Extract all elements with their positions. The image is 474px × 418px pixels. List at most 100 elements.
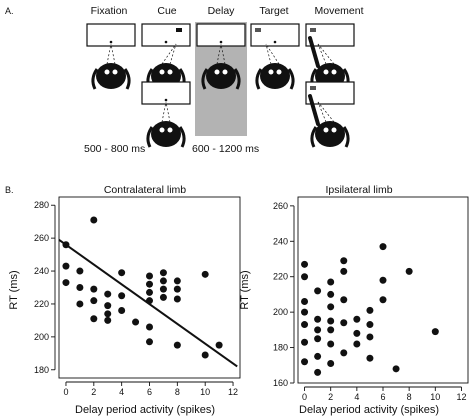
monkey-eye-left xyxy=(104,69,110,75)
data-point xyxy=(159,285,167,293)
gaze-line-right xyxy=(317,101,335,123)
data-point xyxy=(314,287,322,295)
x-tick-label: 8 xyxy=(407,392,412,402)
x-tick-label: 6 xyxy=(380,392,385,402)
data-point xyxy=(340,296,348,304)
data-point xyxy=(392,365,400,373)
target-square xyxy=(310,28,316,32)
data-point xyxy=(76,284,84,291)
y-tick-label: 280 xyxy=(34,200,49,210)
monkey-head xyxy=(151,121,181,147)
data-point xyxy=(327,303,335,311)
gaze-line-right xyxy=(165,101,171,123)
data-point xyxy=(379,243,387,251)
monkey-eye-right xyxy=(276,69,282,75)
y-tick-label: 260 xyxy=(273,201,288,211)
data-point xyxy=(301,308,309,316)
chart1-ylabel: RT (ms) xyxy=(8,270,20,309)
data-point xyxy=(301,338,309,346)
data-point xyxy=(146,272,153,280)
y-tick-label: 260 xyxy=(34,233,49,243)
data-point xyxy=(314,352,322,360)
phase-label-delay: Delay xyxy=(208,5,236,17)
data-point xyxy=(104,310,112,318)
data-point xyxy=(132,318,140,326)
data-point xyxy=(327,317,335,325)
phase-label-target: Target xyxy=(259,5,288,17)
data-point xyxy=(146,280,153,288)
data-point xyxy=(90,285,98,293)
phase-label-movement: Movement xyxy=(314,5,363,17)
data-point xyxy=(159,293,167,301)
data-point xyxy=(173,295,181,303)
data-point xyxy=(301,321,309,329)
x-tick-label: 0 xyxy=(63,387,68,397)
data-point xyxy=(340,349,348,357)
data-point xyxy=(405,267,413,275)
x-tick-label: 4 xyxy=(119,387,124,397)
data-point xyxy=(366,354,374,362)
data-point xyxy=(366,306,374,314)
monkey-eye-right xyxy=(167,127,173,133)
fixation-point xyxy=(219,40,223,44)
data-point xyxy=(379,296,387,304)
gaze-line-right xyxy=(317,43,335,65)
y-tick-label: 220 xyxy=(34,299,49,309)
monkey-scene xyxy=(141,23,191,90)
monkey-arm-left xyxy=(201,68,209,90)
monkey-eye-right xyxy=(112,69,118,75)
x-tick-label: 0 xyxy=(302,392,307,402)
gaze-line-left xyxy=(265,43,272,65)
target-square xyxy=(310,86,316,90)
cue-square xyxy=(176,28,182,32)
monkey-eye-left xyxy=(323,127,329,133)
data-point xyxy=(146,297,153,305)
monkey-arm-right xyxy=(123,68,131,90)
x-tick-label: 2 xyxy=(328,392,333,402)
y-tick-label: 240 xyxy=(34,266,49,276)
data-point xyxy=(366,333,374,341)
monkey-scene xyxy=(86,23,136,90)
screen-frame xyxy=(305,23,355,47)
screen-frame xyxy=(196,23,246,47)
monkey-head xyxy=(96,63,126,89)
fixation-point xyxy=(164,98,168,102)
monkey-scene xyxy=(196,23,246,90)
data-point xyxy=(146,288,153,296)
monkey-head xyxy=(260,63,290,89)
monkey-arm-right xyxy=(287,68,295,90)
data-point xyxy=(76,300,84,308)
monkey-arm-left xyxy=(310,126,318,148)
reaching-arm xyxy=(308,94,320,126)
data-point xyxy=(173,285,181,293)
gaze-line-right xyxy=(169,43,177,65)
data-point xyxy=(173,277,181,285)
monkey-arm-left xyxy=(146,126,154,148)
x-tick-label: 12 xyxy=(456,392,466,402)
monkey-illustrations xyxy=(86,23,355,148)
data-point xyxy=(314,326,322,334)
monkey-arm-left xyxy=(91,68,99,90)
y-tick-label: 160 xyxy=(273,378,288,388)
gaze-line-right xyxy=(265,43,280,65)
data-point xyxy=(173,341,181,349)
panel-a-label: A. xyxy=(5,6,14,16)
data-point xyxy=(340,319,348,327)
y-tick-label: 200 xyxy=(273,307,288,317)
ipsilateral-scatter-chart: 0 2 4 6 8 10 12 160 180 200 220 240 260 xyxy=(273,196,469,402)
gaze-line-right xyxy=(220,43,226,65)
chart2-title: Ipsilateral limb xyxy=(325,184,392,196)
panel-b-label: B. xyxy=(5,185,14,195)
data-point xyxy=(118,307,126,315)
axes: 0 2 4 6 8 10 12 160 180 200 220 240 260 xyxy=(273,201,467,402)
data-point xyxy=(62,241,70,249)
data-point xyxy=(90,216,98,224)
axes: 0 2 4 6 8 10 12 180 200 220 240 260 280 xyxy=(34,200,238,397)
duration-fixation: 500 - 800 ms xyxy=(84,143,145,155)
x-tick-label: 10 xyxy=(200,387,210,397)
chart2-xlabel: Delay period activity (spikes) xyxy=(299,404,439,416)
data-point xyxy=(118,292,126,300)
monkey-head xyxy=(315,121,345,147)
monkey-eye-right xyxy=(167,69,173,75)
